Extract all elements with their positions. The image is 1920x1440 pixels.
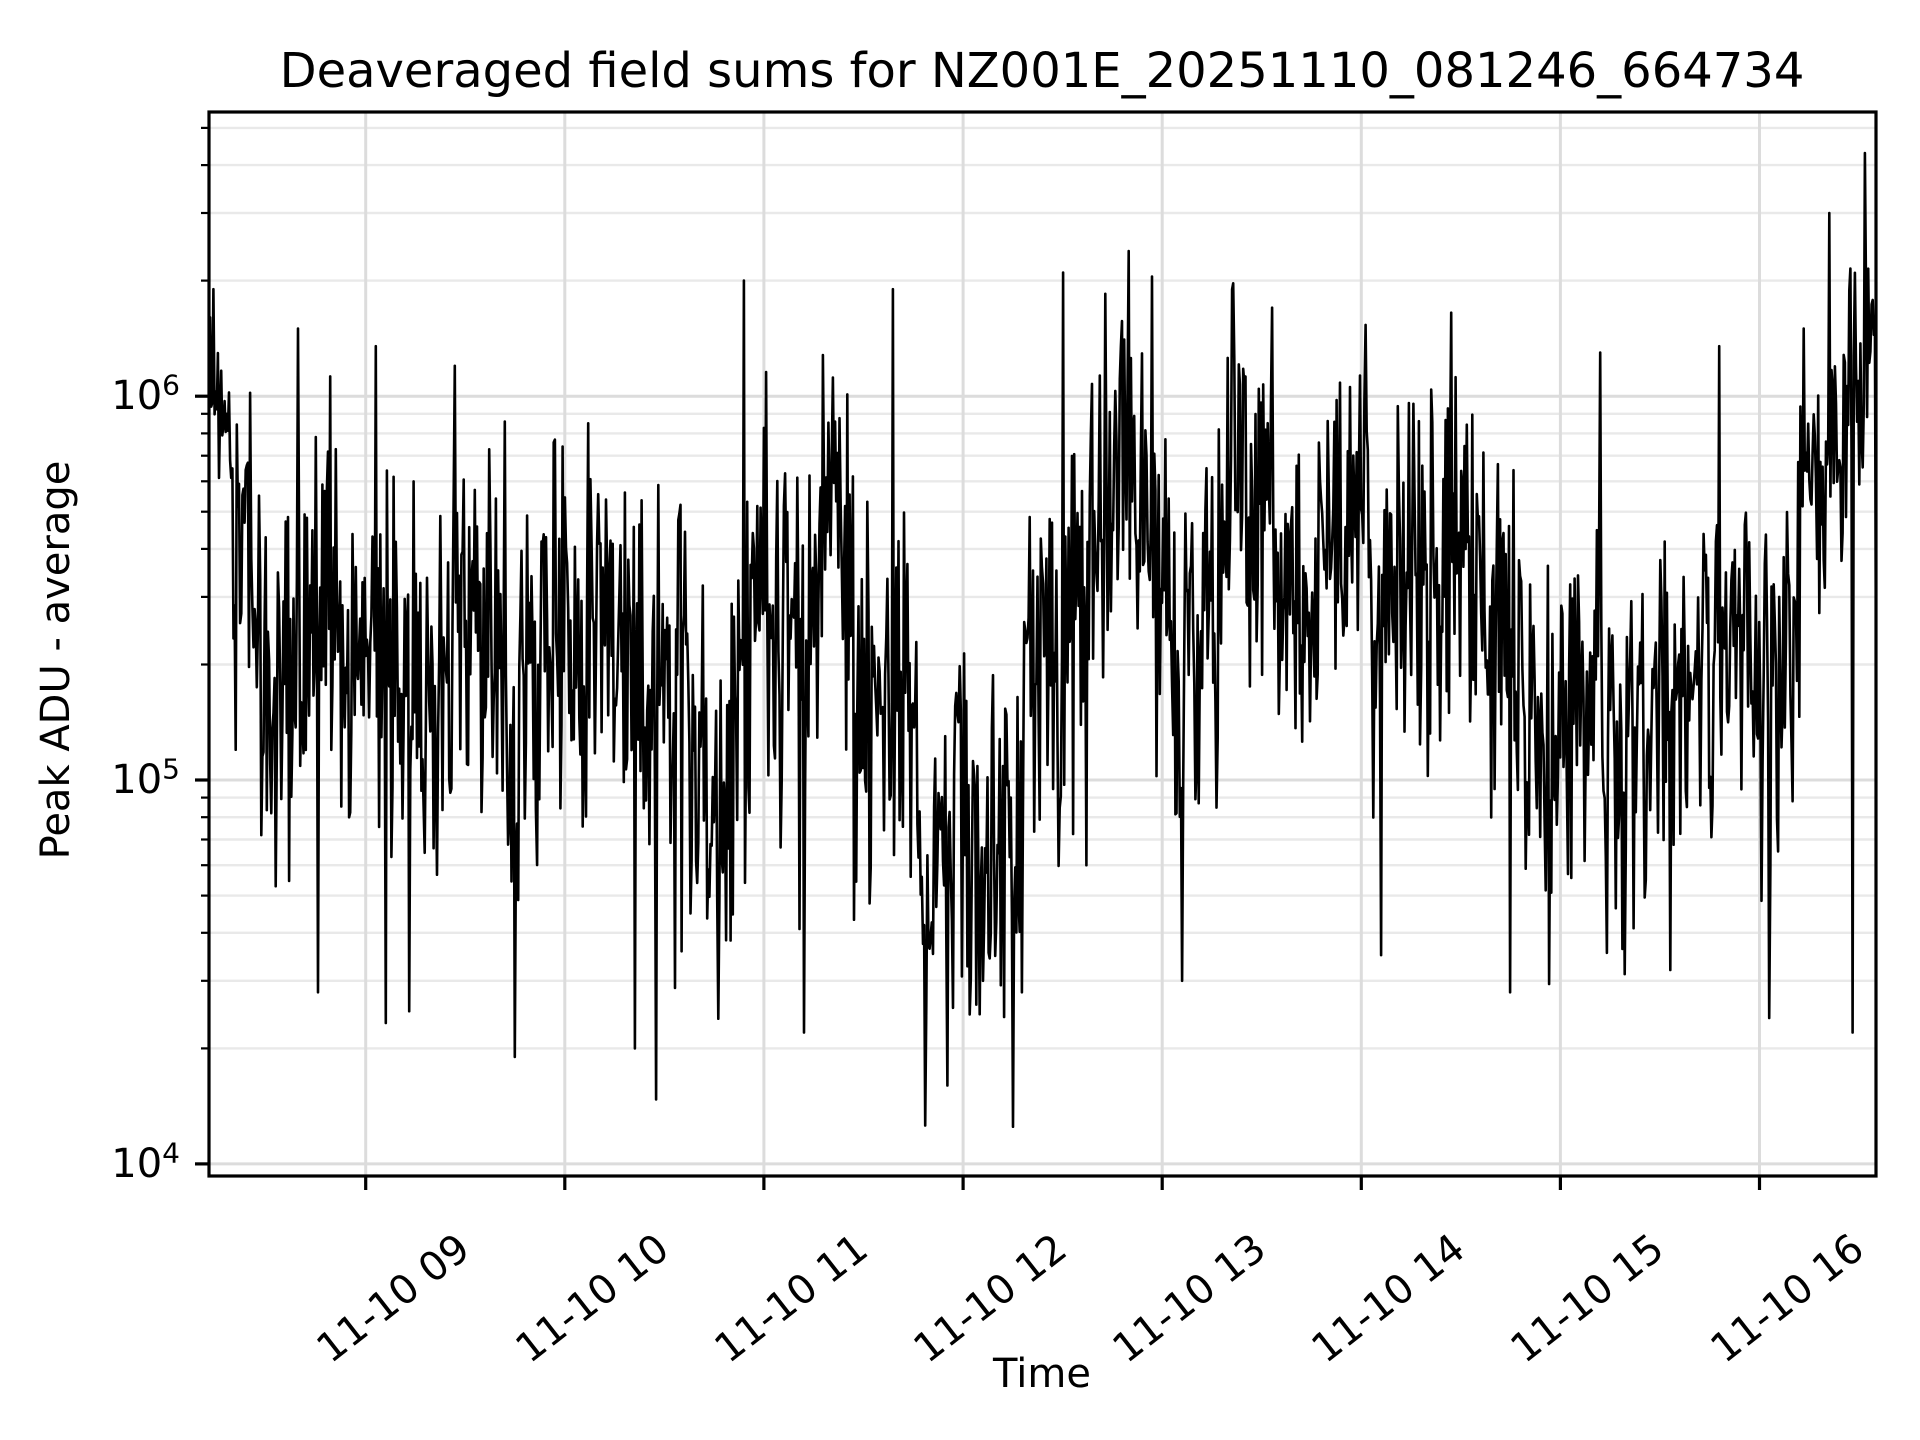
chart-title: Deaveraged field sums for NZ001E_2025111… [279, 43, 1805, 99]
y-tick-label: 105 [111, 755, 180, 805]
y-tick-base: 10 [111, 1141, 163, 1187]
data-line [209, 151, 1876, 1128]
y-tick-exponent: 6 [162, 368, 180, 402]
y-tick-label: 106 [111, 371, 180, 421]
axes-spines [207, 110, 1878, 1178]
y-tick-exponent: 4 [162, 1136, 180, 1170]
y-tick-exponent: 5 [162, 752, 180, 786]
y-tick-base: 10 [111, 373, 163, 419]
y-tick-base: 10 [111, 757, 163, 803]
x-axis-label: Time [993, 1351, 1091, 1397]
y-tick-label: 104 [111, 1139, 180, 1189]
